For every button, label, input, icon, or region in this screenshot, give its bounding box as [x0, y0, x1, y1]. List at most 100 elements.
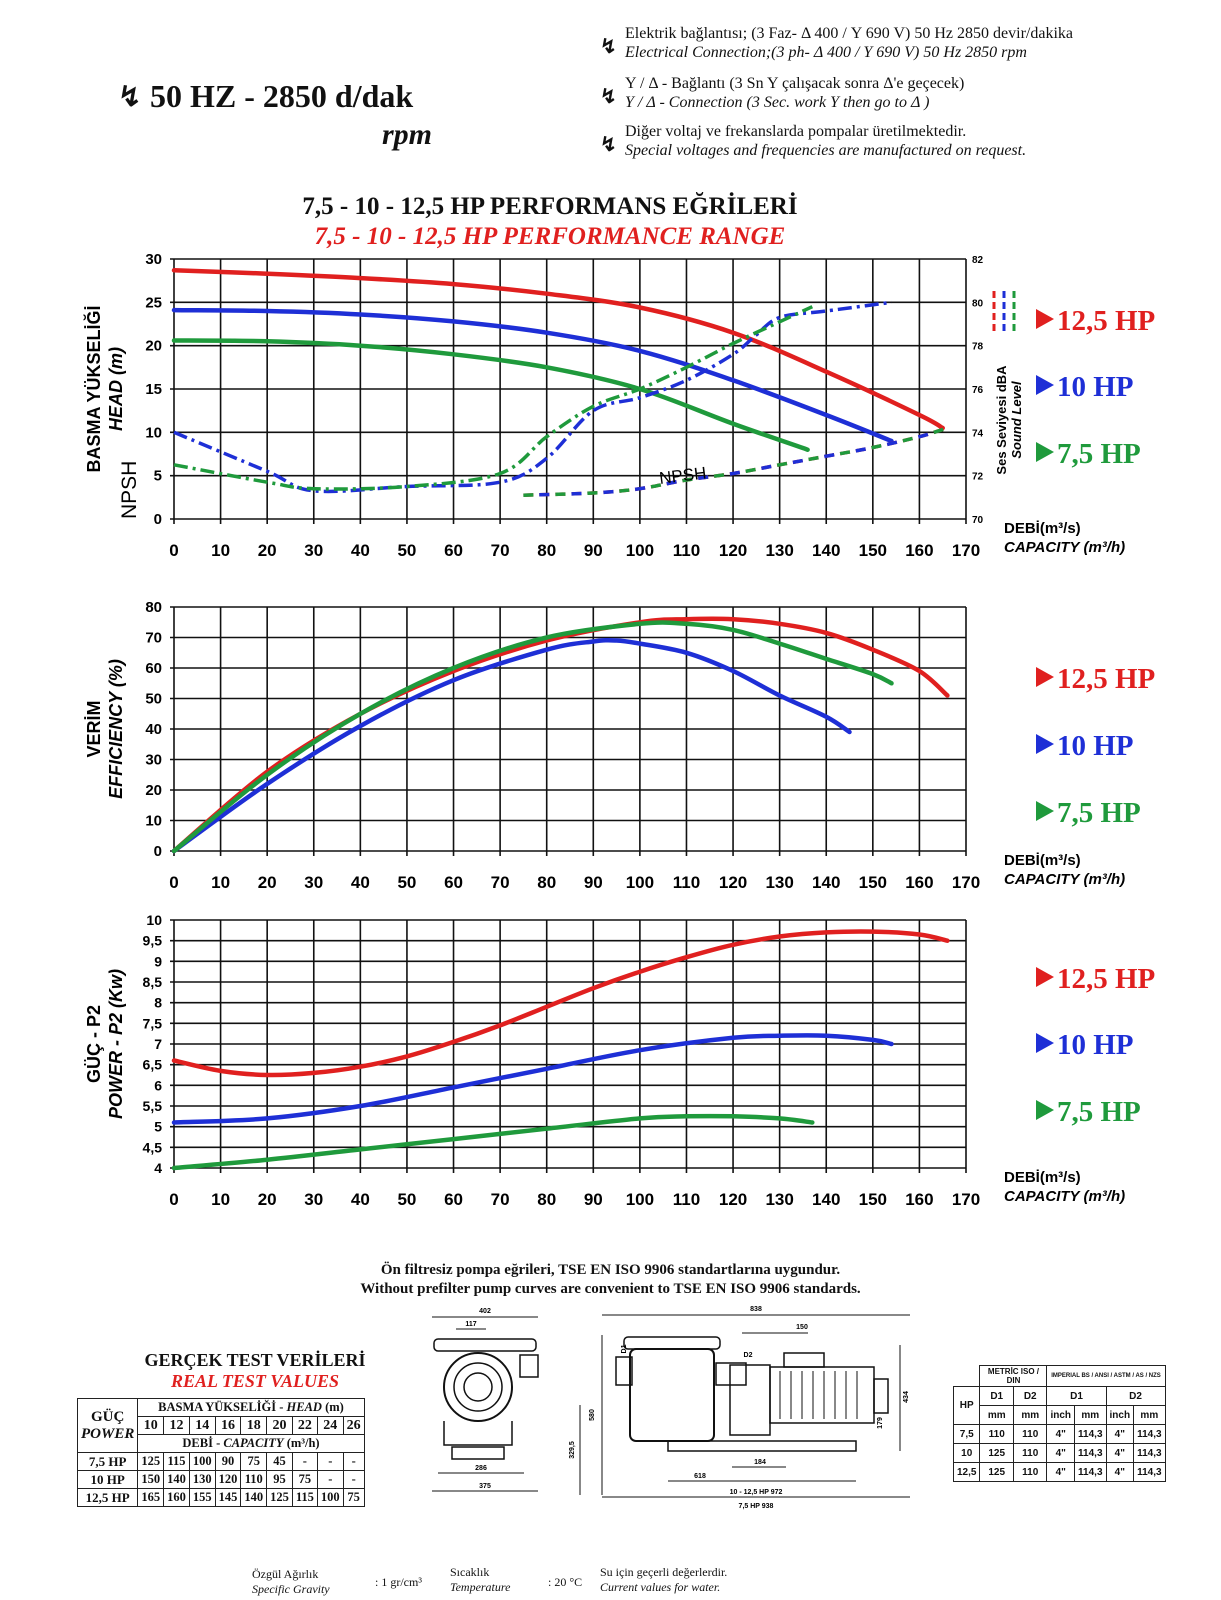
- x-tick-label: 40: [351, 541, 370, 560]
- x-tick-label: 150: [859, 1190, 887, 1209]
- y-tick-label: 30: [145, 752, 162, 769]
- y-tick-label: 5,5: [143, 1098, 163, 1114]
- temperature-tr: Sıcaklık: [450, 1565, 490, 1579]
- y-tick-label: 4: [154, 1160, 162, 1176]
- x-tick-label: 80: [537, 541, 556, 560]
- x-tick-label: 170: [952, 873, 980, 892]
- capacity-label: DEBİ(m³/s): [1004, 852, 1081, 869]
- unit-cell: mm: [1012, 1405, 1048, 1425]
- y2-tick-label: 74: [972, 428, 984, 439]
- power-header-tr: GÜÇ: [91, 1408, 125, 1425]
- y-tick-label: 0: [154, 843, 162, 860]
- x-tick-label: 30: [304, 873, 323, 892]
- y-tick-label: 5: [154, 468, 162, 485]
- x-tick-label: 10: [211, 873, 230, 892]
- y-tick-label: 60: [145, 660, 162, 677]
- x-tick-label: 130: [765, 873, 793, 892]
- d2-header: D2: [1012, 1386, 1048, 1406]
- speed-title: 50 HZ - 2850 d/dak: [150, 78, 414, 114]
- y-axis-label-en: POWER - P2 (Kw): [106, 969, 126, 1119]
- dim-label-h3: 329,5: [569, 1441, 576, 1459]
- y-tick-label: 7: [154, 1036, 162, 1052]
- standard-note-tr: Ön filtresiz pompa eğrileri, TSE EN ISO …: [380, 1262, 841, 1278]
- x-tick-label: 60: [444, 873, 463, 892]
- head-value: 22: [291, 1416, 318, 1435]
- x-tick-label: 40: [351, 1190, 370, 1209]
- table-row: METRİC ISO / DIN IMPERIAL BS / ANSI / AST…: [954, 1365, 1166, 1387]
- table-row: 7,5 110 110 4" 114,3 4" 114,3: [952, 1424, 1166, 1444]
- y2-tick-label: 82: [972, 255, 984, 266]
- capacity-cell: -: [342, 1452, 365, 1471]
- head-value: 20: [266, 1416, 293, 1435]
- dim-label-side-b1: 184: [754, 1459, 766, 1466]
- dimension-cell: 125: [979, 1462, 1014, 1482]
- note-2: ↯ Y / Δ - Bağlantı (3 Sn Y çalışacak son…: [600, 74, 964, 112]
- dim-label-h1: 580: [589, 1409, 596, 1421]
- y-tick-label: 70: [145, 630, 162, 647]
- x-tick-label: 20: [258, 541, 277, 560]
- series-line-7-5-hp: [171, 338, 810, 452]
- lightning-icon: ↯: [600, 134, 617, 156]
- capacity-cell: 140: [240, 1488, 268, 1507]
- x-tick-label: 50: [397, 873, 416, 892]
- head-value: 12: [163, 1416, 190, 1435]
- dim-label-d2: D2: [744, 1352, 753, 1359]
- pump-lid-side: [623, 1336, 721, 1350]
- dimension-cell: 114,3: [1133, 1424, 1166, 1444]
- series-line-12-5-hp: [171, 929, 950, 1078]
- x-tick-label: 90: [584, 1190, 603, 1209]
- legend-arrow-icon: [1036, 309, 1054, 329]
- x-tick-label: 160: [905, 541, 933, 560]
- legend-arrow-icon: [1036, 801, 1054, 821]
- npsh-line-green: [523, 426, 948, 497]
- series-line-7-5-hp: [171, 620, 894, 854]
- d1-header: D1: [1046, 1386, 1107, 1406]
- capacity-cell: 125: [137, 1452, 165, 1471]
- x-tick-label: 150: [859, 873, 887, 892]
- capacity-cell: -: [316, 1452, 344, 1471]
- capacity-cell: 125: [266, 1488, 293, 1507]
- y-axis-label-en: HEAD (m): [106, 347, 126, 431]
- x-tick-label: 10: [211, 541, 230, 560]
- d2-header: D2: [1105, 1386, 1166, 1406]
- motor-body: [769, 1366, 875, 1424]
- npsh-axis-label: NPSH: [118, 461, 141, 519]
- y-tick-label: 7,5: [143, 1015, 163, 1031]
- specific-gravity-tr: Özgül Ağırlık: [252, 1567, 319, 1581]
- legend-arrow-icon: [1036, 1100, 1054, 1120]
- y-tick-label: 15: [145, 381, 162, 398]
- dimension-cell: 114,3: [1074, 1462, 1107, 1482]
- x-tick-label: 0: [169, 1190, 178, 1209]
- table-row: 10 125 110 4" 114,3 4" 114,3: [952, 1443, 1166, 1463]
- x-tick-label: 60: [444, 541, 463, 560]
- capacity-header-tr: DEBİ -: [182, 1436, 224, 1450]
- temperature-en: Temperature: [450, 1580, 511, 1594]
- dim-label-side-len2: 7,5 HP 938: [739, 1503, 774, 1510]
- legend-arrow-icon: [1036, 734, 1054, 754]
- d1-header: D1: [979, 1386, 1014, 1406]
- legend-arrow-icon: [1036, 375, 1054, 395]
- table-row: 10 HP 150 140 130 120 110 95 75- -: [76, 1470, 365, 1489]
- series-line-7-5-hp: [171, 1113, 815, 1171]
- x-tick-label: 110: [673, 1190, 700, 1209]
- npsh-curve-label: NPSH: [658, 463, 707, 488]
- x-tick-label: 90: [584, 873, 603, 892]
- unit-cell: mm: [979, 1405, 1014, 1425]
- speed-unit: rpm: [382, 118, 433, 151]
- pump-port-inner: [463, 1372, 493, 1402]
- legend-7-5-hp: 7,5 HP: [1057, 438, 1141, 470]
- capacity-label: DEBİ(m³/s): [1004, 1169, 1081, 1186]
- legend-7-5-hp: 7,5 HP: [1057, 797, 1141, 829]
- capacity-cell: 120: [214, 1470, 242, 1489]
- x-tick-label: 70: [491, 541, 510, 560]
- temperature-value: : 20 °C: [548, 1575, 583, 1589]
- pump-base-front: [443, 1421, 513, 1446]
- head-value: 14: [188, 1416, 216, 1435]
- capacity-cell: 110: [240, 1470, 268, 1489]
- validity-en: Current values for water.: [600, 1580, 721, 1594]
- dimension-cell: 110: [1012, 1443, 1048, 1463]
- y-tick-label: 0: [154, 511, 162, 528]
- x-tick-label: 120: [719, 1190, 747, 1209]
- legend-10-hp: 10 HP: [1057, 730, 1134, 762]
- power-header-en: POWER: [81, 1425, 135, 1442]
